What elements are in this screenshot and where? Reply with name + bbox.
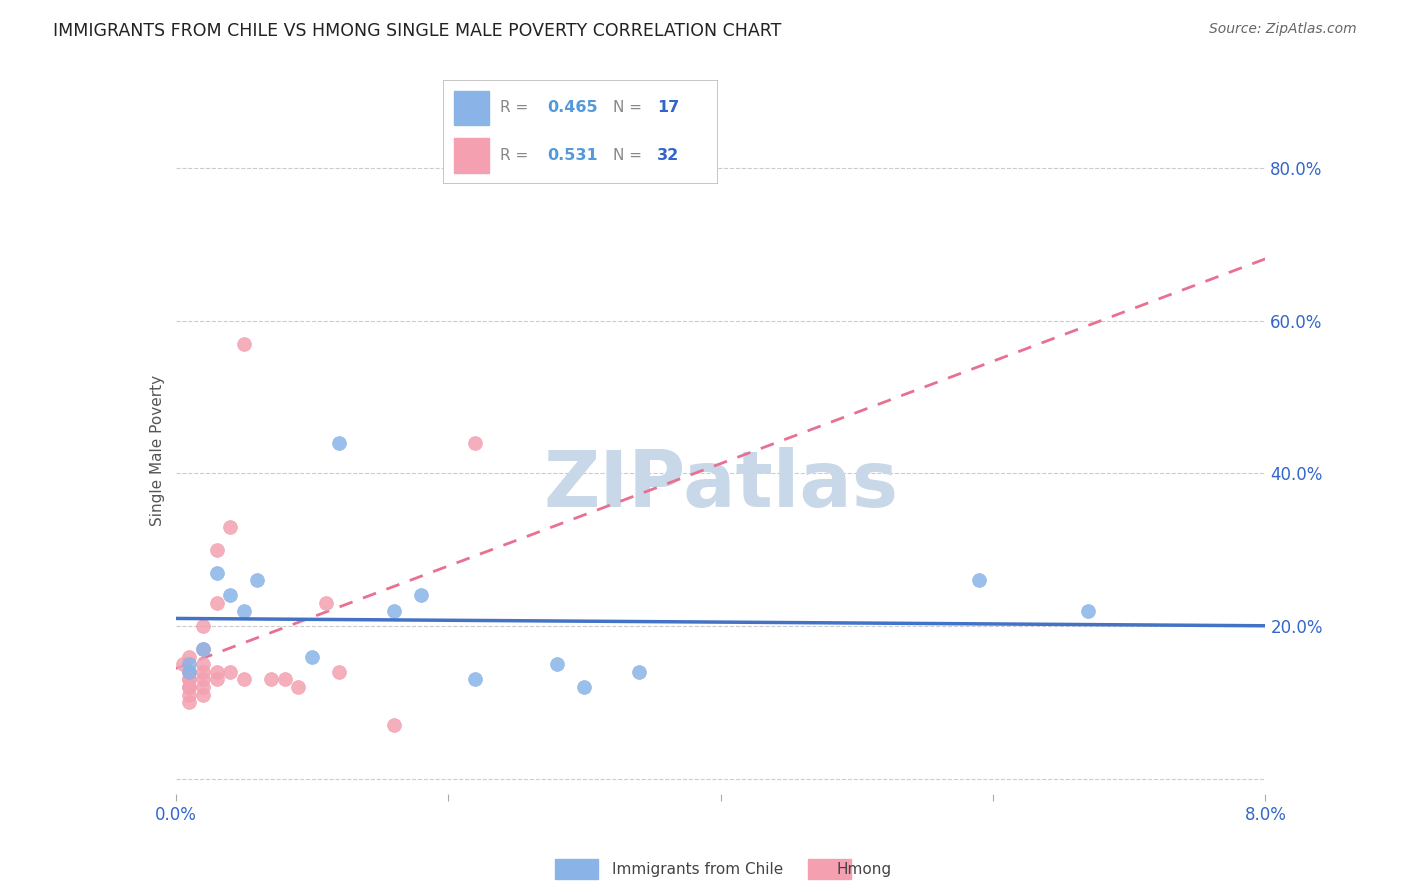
Point: [179, 665, 201, 679]
Point: [287, 680, 309, 694]
Point: [260, 673, 283, 687]
Point: [328, 665, 350, 679]
Point: [179, 680, 201, 694]
Point: [246, 573, 269, 587]
Point: [205, 596, 228, 610]
Text: Immigrants from Chile: Immigrants from Chile: [612, 863, 783, 877]
Text: Hmong: Hmong: [837, 863, 891, 877]
Point: [315, 596, 337, 610]
Point: [191, 641, 214, 656]
Bar: [454, 91, 489, 126]
Point: [219, 665, 242, 679]
Point: [205, 566, 228, 580]
Point: [232, 673, 254, 687]
Point: [409, 589, 432, 603]
Text: 0.465: 0.465: [547, 101, 598, 115]
Text: R =: R =: [501, 101, 534, 115]
Point: [191, 619, 214, 633]
Point: [179, 649, 201, 664]
Point: [191, 641, 214, 656]
Point: [627, 665, 650, 679]
Point: [179, 680, 201, 694]
Point: [179, 665, 201, 679]
Point: [464, 673, 486, 687]
Point: [179, 673, 201, 687]
Point: [382, 604, 405, 618]
Text: 0.531: 0.531: [547, 148, 598, 162]
Text: Source: ZipAtlas.com: Source: ZipAtlas.com: [1209, 22, 1357, 37]
Point: [191, 657, 214, 672]
Text: R =: R =: [501, 148, 534, 162]
Point: [191, 665, 214, 679]
Text: 32: 32: [657, 148, 679, 162]
Point: [219, 520, 242, 534]
Point: [191, 680, 214, 694]
Point: [179, 673, 201, 687]
Point: [274, 673, 297, 687]
Point: [574, 680, 596, 694]
Point: [205, 673, 228, 687]
Point: [191, 688, 214, 702]
Text: IMMIGRANTS FROM CHILE VS HMONG SINGLE MALE POVERTY CORRELATION CHART: IMMIGRANTS FROM CHILE VS HMONG SINGLE MA…: [53, 22, 782, 40]
Text: 17: 17: [657, 101, 679, 115]
Text: N =: N =: [613, 101, 647, 115]
Point: [382, 718, 405, 732]
Point: [205, 542, 228, 557]
Point: [179, 688, 201, 702]
Text: N =: N =: [613, 148, 647, 162]
Point: [172, 657, 194, 672]
Bar: [454, 137, 489, 173]
Point: [179, 657, 201, 672]
Point: [232, 604, 254, 618]
Point: [179, 665, 201, 679]
Point: [219, 589, 242, 603]
Point: [328, 435, 350, 450]
Text: ZIPatlas: ZIPatlas: [543, 447, 898, 523]
Y-axis label: Single Male Poverty: Single Male Poverty: [149, 375, 165, 526]
Point: [464, 435, 486, 450]
Point: [1077, 604, 1099, 618]
Point: [301, 649, 323, 664]
Point: [179, 695, 201, 709]
Point: [191, 673, 214, 687]
Point: [969, 573, 991, 587]
Point: [205, 665, 228, 679]
Point: [546, 657, 568, 672]
Point: [232, 336, 254, 351]
